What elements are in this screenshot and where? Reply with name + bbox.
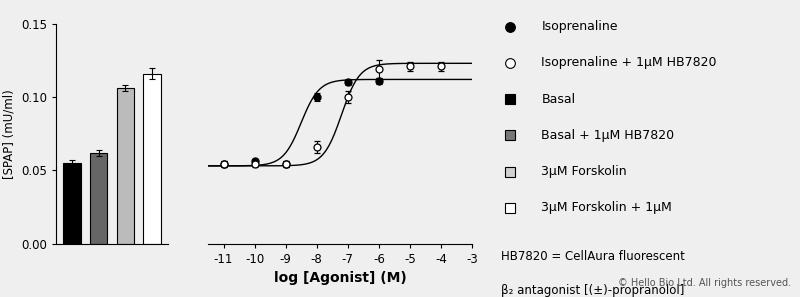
Bar (117, 88, 134, 244)
Text: 3μM Forskolin + 1μM: 3μM Forskolin + 1μM (542, 201, 672, 214)
Text: © Hello Bio Ltd. All rights reserved.: © Hello Bio Ltd. All rights reserved. (618, 278, 790, 288)
Text: HB7820 = CellAura fluorescent: HB7820 = CellAura fluorescent (502, 250, 685, 263)
Y-axis label: [SPAP] (mU/ml): [SPAP] (mU/ml) (2, 89, 15, 178)
Bar (63, 163, 81, 244)
Text: Isoprenaline: Isoprenaline (542, 20, 618, 33)
Bar (143, 74, 161, 244)
Text: Isoprenaline + 1μM HB7820: Isoprenaline + 1μM HB7820 (542, 56, 717, 69)
Text: 3μM Forskolin: 3μM Forskolin (542, 165, 627, 178)
Text: Basal + 1μM HB7820: Basal + 1μM HB7820 (542, 129, 674, 142)
Text: β₂ antagonist [(±)-propranolol]: β₂ antagonist [(±)-propranolol] (502, 284, 685, 297)
X-axis label: log [Agonist] (M): log [Agonist] (M) (274, 271, 406, 285)
Bar (90, 153, 107, 244)
Text: Basal: Basal (542, 93, 575, 106)
